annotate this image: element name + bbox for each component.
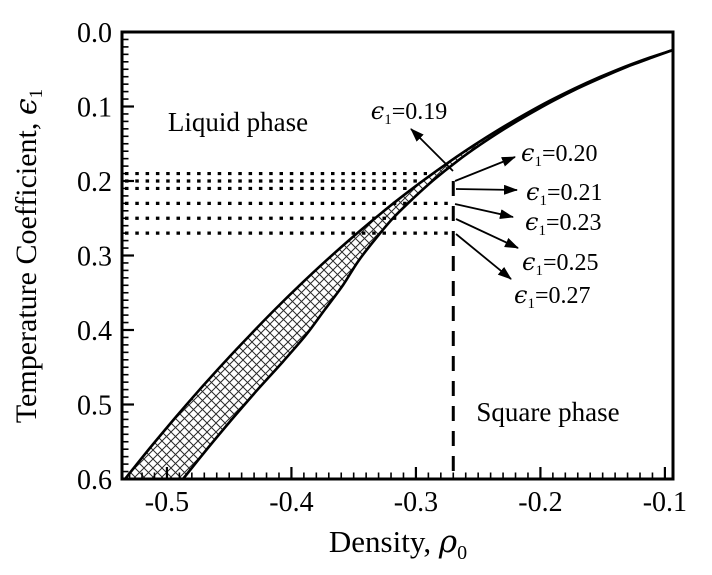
annotation-eps-0.23: ϵ1=0.23 [525,208,602,239]
epsilon-symbol: ϵ [521,139,534,167]
annotation-eps-0.19: ϵ1=0.19 [371,97,448,128]
axis-ticks [123,30,667,481]
x-tick-label: -0.2 [518,487,562,518]
y-axis-title: Temperature Coefficient, ϵ1 [9,89,47,423]
y-tick-label: 0.6 [77,465,112,496]
rho-symbol: ρ [438,524,457,560]
x-tick-label: -0.4 [269,487,313,518]
subscript: 1 [384,112,392,128]
y-tick-label: 0.1 [77,93,112,124]
arrow-eps-0.19 [410,128,454,172]
arrow-eps-0.2 [454,156,516,182]
annotation-eps-0.25: ϵ1=0.25 [522,248,599,279]
x-axis-title: Density, ρ0 [329,524,467,564]
subscript: 0 [457,542,467,564]
value: =0.25 [543,250,599,276]
subscript: 1 [538,223,546,239]
arrow-eps-0.27 [455,233,512,280]
y-tick-label: 0.3 [77,242,112,273]
subscript: 1 [535,263,543,279]
annotation-eps-0.20: ϵ1=0.20 [521,139,598,170]
y-tick-label: 0.2 [77,167,112,198]
phase-boundary-right-curve [181,48,674,480]
arrow-eps-0.25 [455,218,519,249]
epsilon-symbol: ϵ [371,97,384,125]
annotation-arrows [410,128,519,280]
subscript: 1 [539,193,547,209]
subscript: 1 [534,154,542,170]
value: =0.27 [535,283,591,309]
x-tick-label: -0.3 [394,487,438,518]
epsilon-symbol: ϵ [522,248,535,276]
y-tick-label: 0.0 [77,18,112,49]
epsilon-symbol: ϵ [514,281,527,309]
subscript: 1 [527,296,535,312]
arrow-eps-0.21 [455,184,518,195]
annotation-eps-0.27: ϵ1=0.27 [514,281,591,312]
annotation-eps-0.21: ϵ1=0.21 [526,178,603,209]
subscript: 1 [26,89,47,99]
epsilon-symbol: ϵ [9,98,44,115]
axis-tick-labels: -0.5 -0.4 -0.3 -0.2 -0.1 0.0 0.1 0.2 0.3 0.4 0.5 0.… [77,18,687,518]
value: =0.21 [547,180,603,206]
coexistence-band-hatch [125,50,673,479]
axes-frame [120,30,675,481]
value: =0.20 [542,141,598,167]
y-axis-title-text: Temperature Coefficient, [10,115,43,423]
x-axis-title-text: Density, [329,524,439,559]
y-tick-label: 0.4 [77,316,112,347]
coexistence-band [125,50,673,479]
value: =0.23 [546,210,602,236]
plot-frame [120,30,675,481]
epsilon-symbol: ϵ [526,178,539,206]
phase-boundary-curves [123,48,674,480]
epsilon-symbol: ϵ [525,208,538,236]
y-tick-label: 0.5 [77,391,112,422]
x-tick-label: -0.5 [145,487,189,518]
square-phase-label: Square phase [476,397,619,427]
arrow-eps-0.23 [454,203,514,220]
value: =0.19 [392,99,448,125]
x-tick-label: -0.1 [643,487,687,518]
liquid-phase-label: Liquid phase [168,107,308,137]
